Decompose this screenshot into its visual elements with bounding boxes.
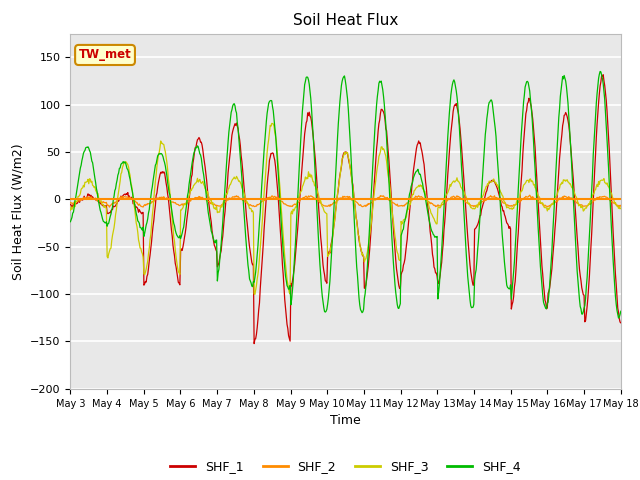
Title: Soil Heat Flux: Soil Heat Flux xyxy=(293,13,398,28)
Text: TW_met: TW_met xyxy=(79,48,131,61)
Y-axis label: Soil Heat Flux (W/m2): Soil Heat Flux (W/m2) xyxy=(12,143,24,279)
X-axis label: Time: Time xyxy=(330,414,361,427)
Legend: SHF_1, SHF_2, SHF_3, SHF_4: SHF_1, SHF_2, SHF_3, SHF_4 xyxy=(165,456,526,479)
